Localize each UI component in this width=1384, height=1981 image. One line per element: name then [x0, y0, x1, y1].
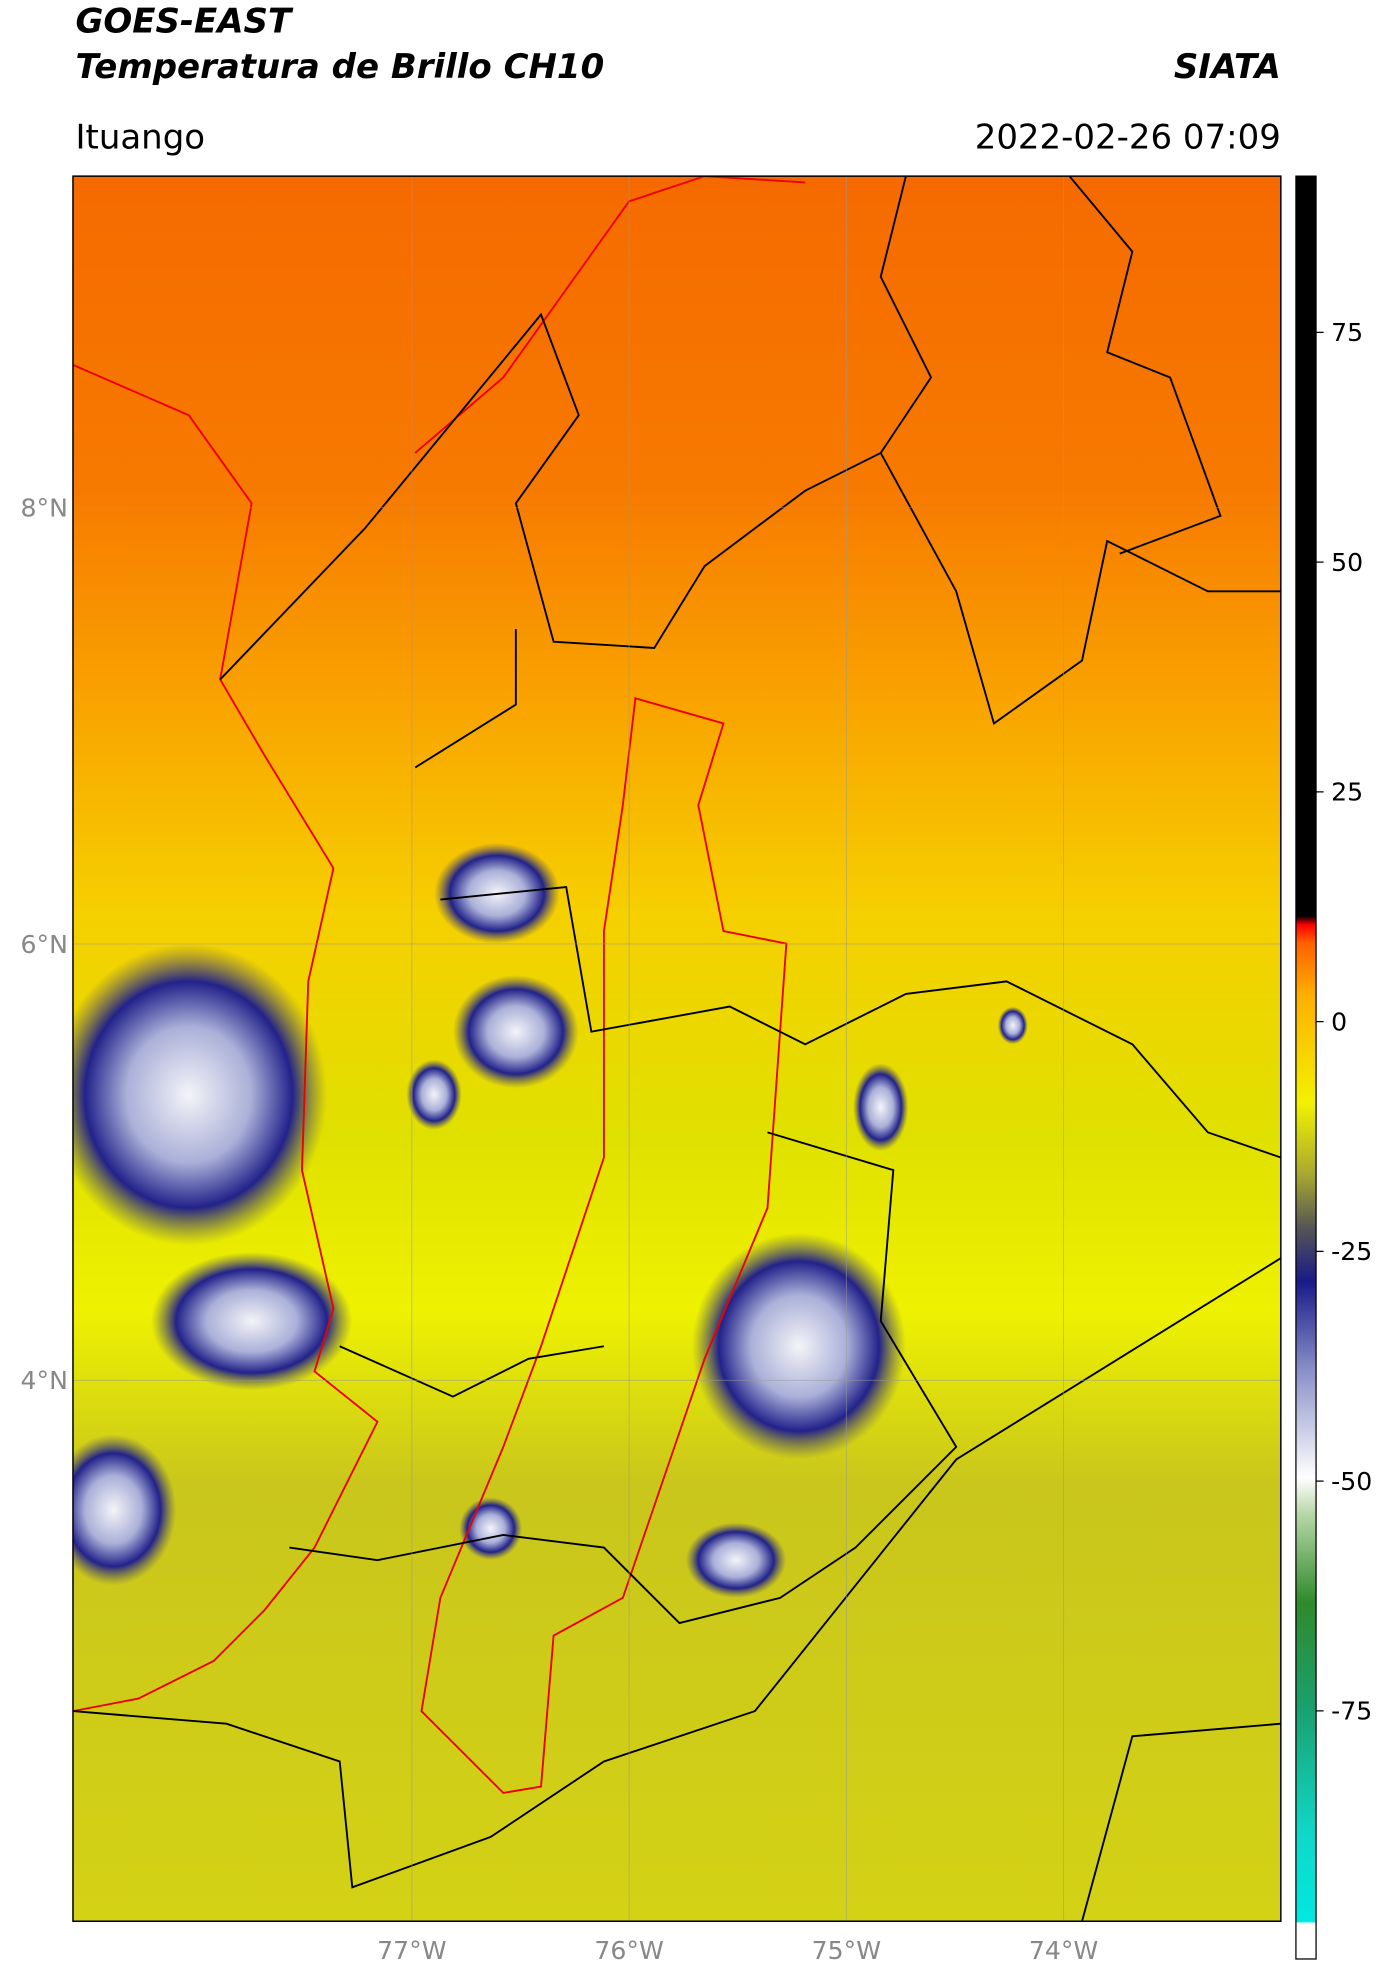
x-tick-label: 77°W — [377, 1936, 447, 1965]
source: SIATA — [1174, 47, 1281, 87]
clouds — [72, 842, 1028, 1598]
colorbar — [1295, 175, 1317, 1960]
y-tick-label: 6°N — [21, 930, 68, 959]
map-frame — [72, 175, 1282, 1922]
x-tick-label: 75°W — [812, 1936, 882, 1965]
colorbar-tick-label: 75 — [1331, 318, 1363, 347]
grid — [72, 176, 1281, 1922]
x-tick-label: 76°W — [594, 1936, 664, 1965]
colorbar-tick-label: -25 — [1331, 1237, 1372, 1266]
colorbar-tick-label: 50 — [1331, 548, 1363, 577]
datetime: 2022-02-26 07:09 — [975, 117, 1281, 157]
colorbar-tick-label: -75 — [1331, 1697, 1372, 1726]
x-tick-label: 74°W — [1029, 1936, 1099, 1965]
colorbar-tick-label: -50 — [1331, 1467, 1372, 1496]
subtitle: Temperatura de Brillo CH10 — [75, 47, 604, 87]
colorbar-tick-label: 25 — [1331, 778, 1363, 807]
colorbar-tick-label: 0 — [1331, 1007, 1347, 1036]
region: Ituango — [75, 117, 205, 157]
map-area — [72, 176, 1281, 1922]
y-tick-label: 4°N — [21, 1366, 68, 1395]
title: GOES-EAST — [75, 2, 293, 42]
axes: 77°W 76°W 75°W 74°W 8°N 6°N 4°N 75 50 25 0 -25 -50 -7… — [21, 318, 1373, 1965]
y-tick-label: 8°N — [21, 494, 68, 523]
